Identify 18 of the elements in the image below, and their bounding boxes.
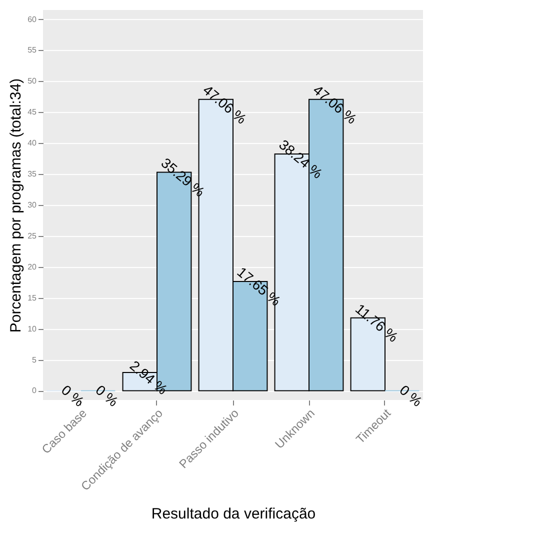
x-axis-title: Resultado da verificação (151, 506, 316, 523)
y-tick-label: 35 (28, 170, 38, 179)
y-tick-label: 60 (28, 14, 38, 24)
y-tick-label: 45 (28, 108, 38, 117)
y-tick-label: 20 (28, 262, 38, 272)
y-tick-label: 10 (28, 324, 38, 334)
y-tick-label: 55 (28, 46, 38, 55)
y-tick-label: 30 (28, 200, 38, 210)
data-label: 0 % (396, 382, 426, 410)
y-tick-label: 15 (28, 293, 38, 302)
data-label: 0 % (92, 382, 122, 410)
y-tick-label: 40 (28, 138, 38, 148)
y-tick-label: 0 (32, 386, 38, 396)
y-tick-label: 5 (32, 355, 38, 364)
y-tick-label: 25 (28, 231, 38, 240)
y-tick-label: 50 (28, 76, 38, 86)
y-axis-title: Porcentagem por programas (total:34) (8, 78, 25, 333)
data-label: 0 % (58, 382, 88, 410)
